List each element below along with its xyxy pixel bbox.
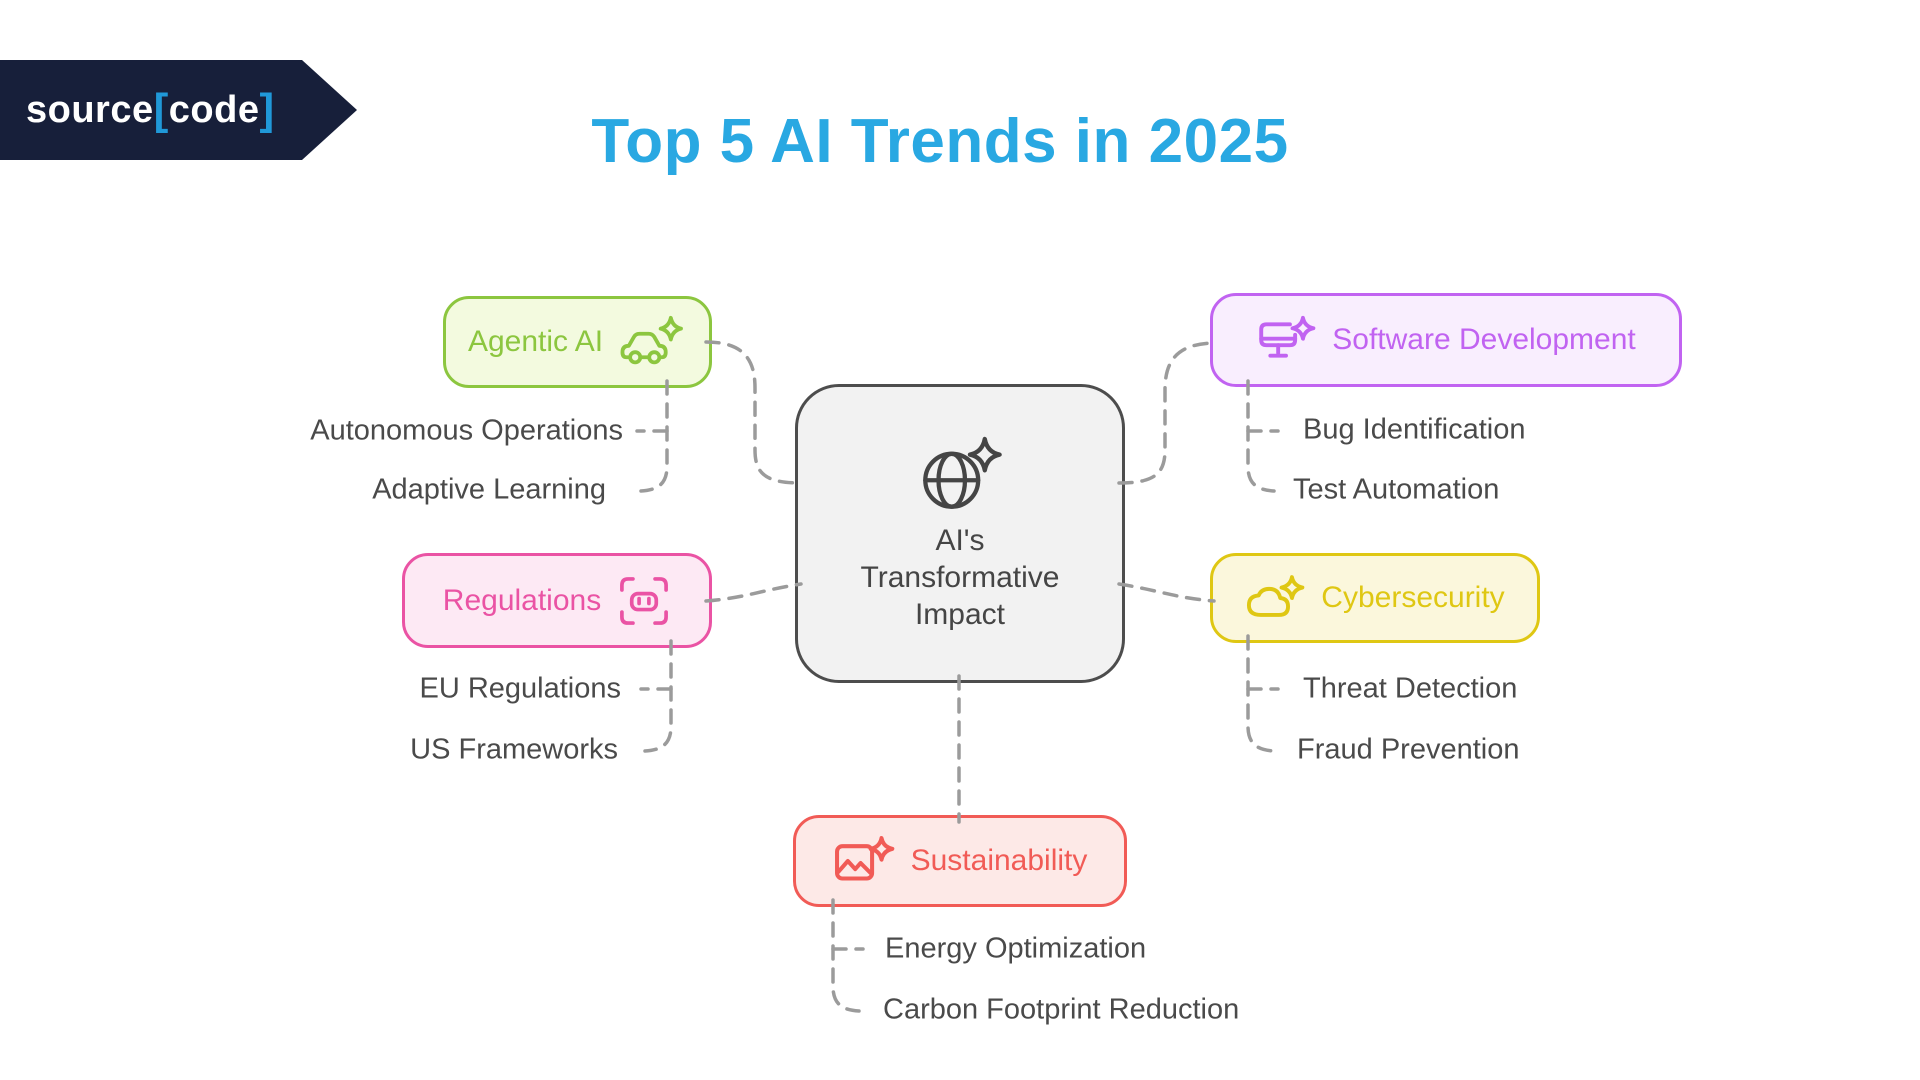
cloud-sparkle-icon <box>1247 575 1305 617</box>
subitem-us-frameworks: US Frameworks <box>410 733 618 766</box>
subitem-autonomous-operations: Autonomous Operations <box>310 414 623 447</box>
subitem-test-automation: Test Automation <box>1293 473 1500 506</box>
connector-regulations-to-center <box>704 582 803 603</box>
branch-card-regulations: Regulations <box>402 553 712 648</box>
bracket-close-glyph: ] <box>259 85 275 134</box>
connector-agentic-to-center <box>704 340 803 485</box>
brand-banner <box>0 60 357 160</box>
branch-card-sustainability: Sustainability <box>793 815 1127 907</box>
branch-card-cybersecurity: Cybersecurity <box>1210 553 1540 643</box>
branch-label-agentic-ai: Agentic AI <box>467 325 604 358</box>
connector-center-to-software <box>1117 341 1218 485</box>
connector-software-subitems <box>1246 379 1276 493</box>
subitem-threat-detection: Threat Detection <box>1303 672 1518 705</box>
subitem-fraud-prevention: Fraud Prevention <box>1297 733 1520 766</box>
branch-card-agentic-ai: Agentic AI <box>443 296 712 388</box>
robot-scan-icon <box>620 576 669 625</box>
brand-logo-right: code <box>168 89 260 131</box>
connector-cybersecurity-subitems <box>1246 634 1276 753</box>
subitem-carbon-footprint-reduction: Carbon Footprint Reduction <box>883 993 1240 1026</box>
subitem-bug-identification: Bug Identification <box>1303 413 1526 446</box>
branch-card-software-development: Software Development <box>1210 293 1682 387</box>
central-node-label: AI's Transformative Impact <box>861 522 1060 633</box>
monitor-sparkle-icon <box>1259 315 1316 358</box>
central-label-line1: AI's <box>935 524 985 557</box>
car-sparkle-icon <box>620 315 683 365</box>
page-title: Top 5 AI Trends in 2025 <box>591 107 1289 176</box>
branch-label-regulations: Regulations <box>442 583 602 617</box>
connector-sustainability-subitems <box>831 898 861 1013</box>
globe-sparkle-icon <box>923 436 1002 509</box>
branch-label-software-development: Software Development <box>1332 323 1636 356</box>
connector-regulations-subitems <box>643 639 673 753</box>
branch-label-sustainability: Sustainability <box>910 844 1088 877</box>
brand-logo: source[code] <box>26 60 275 160</box>
bracket-open-glyph: [ <box>153 85 169 134</box>
image-sparkle-icon <box>834 836 894 881</box>
branch-label-cybersecurity: Cybersecurity <box>1321 581 1505 614</box>
central-label-line2: Transformative <box>860 561 1060 594</box>
subitem-energy-optimization: Energy Optimization <box>885 932 1147 965</box>
connector-agentic-subitems <box>639 379 669 493</box>
connector-center-to-cybersecurity <box>1117 582 1216 603</box>
banner-shape <box>0 60 357 160</box>
central-label-line3: Impact <box>914 598 1005 631</box>
central-node: AI's Transformative Impact <box>795 384 1125 683</box>
subitem-adaptive-learning: Adaptive Learning <box>372 473 606 506</box>
brand-logo-left: source <box>26 89 154 131</box>
subitem-eu-regulations: EU Regulations <box>419 672 622 705</box>
